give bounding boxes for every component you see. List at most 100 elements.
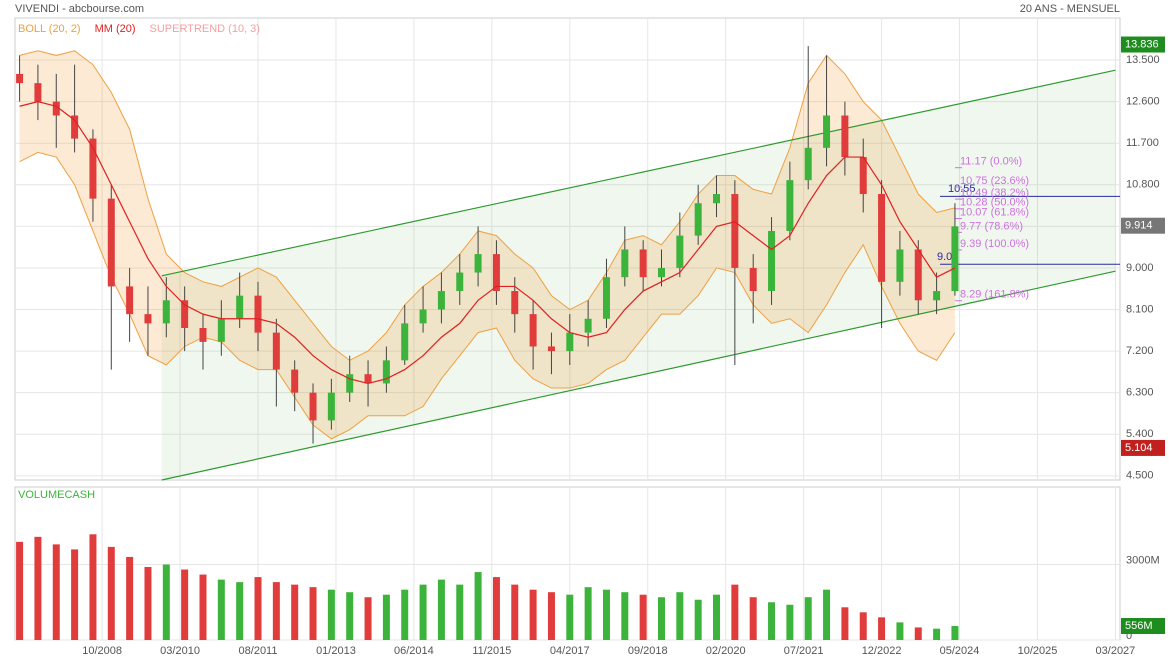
volume-bar	[291, 584, 299, 640]
volume-bar	[841, 607, 849, 640]
volume-bar	[327, 589, 335, 640]
y-tick-label: 5.400	[1126, 428, 1154, 440]
x-tick-label: 11/2015	[472, 645, 511, 657]
x-tick-label: 03/2010	[160, 645, 200, 657]
candle-body	[878, 194, 886, 282]
x-tick-label: 08/2011	[239, 645, 278, 657]
candle-body	[401, 323, 409, 361]
volume-bar	[749, 597, 757, 640]
y-tick-label: 13.500	[1126, 54, 1160, 66]
candle-body	[181, 300, 189, 329]
volume-bar	[804, 597, 812, 640]
candle-body	[107, 198, 115, 287]
volume-bar	[162, 564, 170, 640]
volume-bar	[199, 574, 207, 640]
channel-lower	[161, 270, 1116, 481]
y-tick-label: 11.700	[1126, 137, 1159, 149]
volume-bar	[859, 612, 867, 640]
volume-bar	[181, 569, 189, 640]
volume-bar	[309, 587, 317, 640]
volume-marker-label: 556M	[1125, 620, 1153, 632]
volume-bar	[566, 594, 574, 640]
volume-bar	[621, 592, 629, 640]
bollinger-fill	[19, 50, 955, 439]
fib-label: 9.77 (78.6%)	[960, 220, 1023, 232]
volume-bar	[474, 572, 482, 640]
volume-label: VOLUMECASH	[18, 489, 95, 501]
candle-body	[437, 291, 445, 310]
x-tick-label: 04/2017	[550, 645, 590, 657]
volume-bar	[768, 602, 776, 640]
candle-body	[456, 272, 464, 292]
channel-upper	[161, 69, 1116, 277]
fib-label: 10.49 (38.2%)	[960, 187, 1029, 199]
price-marker-label: 9.914	[1125, 220, 1153, 232]
candle-body	[199, 328, 207, 342]
volume-bar	[364, 597, 372, 640]
volume-bar	[602, 589, 610, 640]
candle-body	[713, 194, 721, 204]
candle-body	[254, 295, 262, 333]
candle-body	[71, 115, 79, 139]
volume-bar	[786, 604, 794, 640]
candle-body	[621, 249, 629, 278]
candle-body	[144, 314, 152, 324]
price-marker-label: 5.104	[1125, 442, 1153, 454]
price-marker-box	[1121, 36, 1165, 53]
volume-bar	[547, 592, 555, 640]
fib-label: 10.07 (61.8%)	[960, 206, 1029, 218]
volume-bar	[914, 627, 922, 640]
candle-body	[657, 267, 665, 278]
volume-bar	[676, 592, 684, 640]
x-tick-label: 06/2014	[394, 645, 434, 657]
price-frame	[14, 17, 1121, 481]
candle-body	[639, 249, 647, 278]
price-marker-label: 13.836	[1125, 38, 1159, 50]
candle-body	[309, 392, 317, 421]
volume-bar	[694, 599, 702, 640]
x-tick-label: 10/2025	[1018, 645, 1058, 657]
fib-label: 8.29 (161.8%)	[960, 289, 1029, 301]
volume-bar	[16, 541, 24, 640]
candle-body	[914, 249, 922, 301]
volume-bar	[657, 597, 665, 640]
candle-body	[382, 360, 390, 384]
volume-bar	[217, 579, 225, 640]
y-tick-label: 9.000	[1126, 262, 1154, 274]
fib-label: 10.75 (23.6%)	[960, 175, 1029, 187]
candle-body	[859, 157, 867, 195]
volume-bar	[584, 587, 592, 640]
chart-subtitle: 20 ANS - MENSUEL	[1020, 3, 1120, 15]
volume-bar	[492, 577, 500, 640]
x-tick-label: 12/2022	[862, 645, 902, 657]
candle-body	[52, 101, 60, 116]
bollinger-upper	[19, 50, 956, 361]
x-tick-label: 05/2024	[940, 645, 980, 657]
candle-body	[474, 254, 482, 273]
candle-body	[933, 291, 941, 301]
y-tick-label: 0	[1126, 630, 1132, 642]
candle-body	[217, 318, 225, 342]
volume-bar	[126, 556, 134, 640]
x-tick-label: 02/2020	[706, 645, 746, 657]
candle-body	[327, 392, 335, 421]
fib-label: 11.17 (0.0%)	[960, 156, 1022, 168]
volume-bar	[437, 579, 445, 640]
x-tick-label: 07/2021	[784, 645, 824, 657]
legend-entry: SUPERTREND (10, 3)	[150, 23, 260, 35]
candle-body	[749, 267, 757, 292]
price-marker-box	[1121, 439, 1165, 456]
volume-bar	[933, 628, 941, 640]
candle-body	[841, 115, 849, 158]
candle-body	[16, 73, 24, 84]
volume-bar	[896, 622, 904, 640]
candle-body	[804, 147, 812, 181]
volume-bar	[951, 626, 959, 640]
volume-bar	[236, 582, 244, 640]
candle-body	[768, 230, 776, 292]
volume-bar	[254, 577, 262, 640]
candle-body	[346, 374, 354, 393]
volume-bar	[878, 617, 886, 640]
y-tick-label: 7.200	[1126, 345, 1154, 357]
y-tick-label: 10.800	[1126, 179, 1160, 191]
